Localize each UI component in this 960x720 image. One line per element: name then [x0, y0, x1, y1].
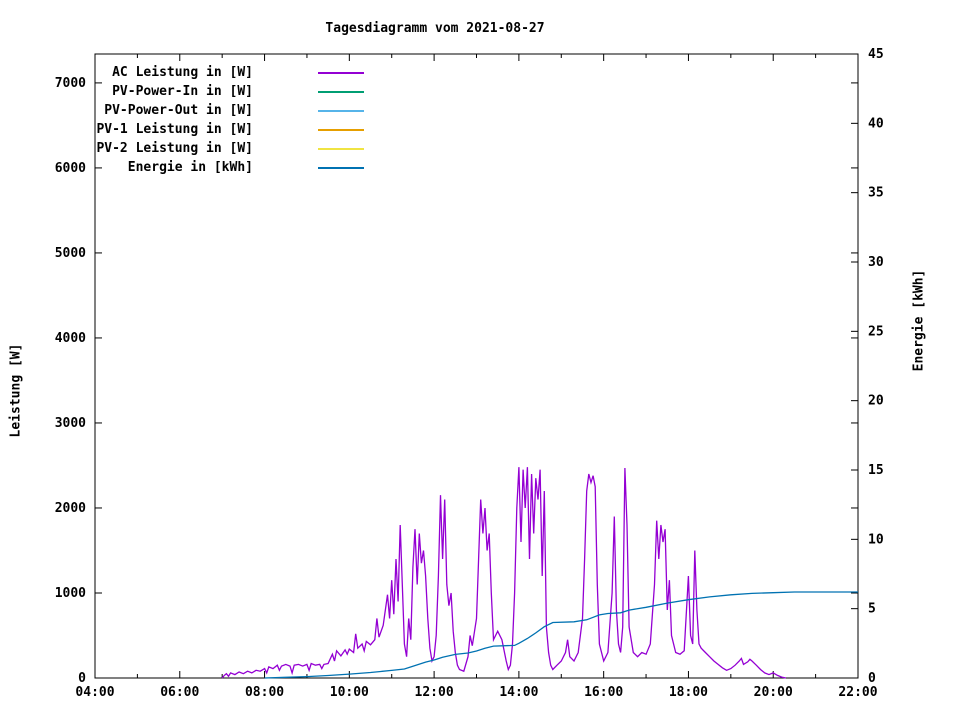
y-axis-label-left: Leistung [W]: [8, 343, 24, 438]
x-tick-label: 08:00: [245, 685, 284, 700]
x-tick-label: 20:00: [754, 685, 793, 700]
legend-item-pv-power-in: PV-Power-In in [W]: [95, 82, 364, 101]
x-tick-label: 14:00: [499, 685, 538, 700]
y-right-tick-label: 35: [868, 186, 884, 201]
y-right-tick-label: 30: [868, 255, 884, 270]
x-tick-label: 06:00: [160, 685, 199, 700]
x-tick-label: 10:00: [330, 685, 369, 700]
legend-label: PV-Power-Out in [W]: [104, 103, 253, 118]
legend-label: PV-2 Leistung in [W]: [96, 141, 253, 156]
x-tick-label: 12:00: [415, 685, 454, 700]
y-right-tick-label: 25: [868, 324, 884, 339]
y-left-tick-label: 5000: [55, 246, 86, 261]
y-right-tick-label: 5: [868, 602, 876, 617]
legend-label: PV-1 Leistung in [W]: [96, 122, 253, 137]
y-left-tick-label: 6000: [55, 161, 86, 176]
legend-line-sample: [318, 109, 364, 112]
series-line-energie-in-kwh-: [264, 591, 858, 679]
y-left-tick-label: 4000: [55, 331, 86, 346]
legend-item-pv2-leistung: PV-2 Leistung in [W]: [95, 139, 364, 158]
series-line-ac-leistung-in-w-: [221, 467, 787, 679]
y-right-tick-label: 15: [868, 463, 884, 478]
x-tick-label: 16:00: [584, 685, 623, 700]
legend-line-sample: [318, 166, 364, 169]
y-axis-label-right: Energie [kWh]: [911, 269, 927, 372]
legend-item-pv-power-out: PV-Power-Out in [W]: [95, 101, 364, 120]
legend-line-sample: [318, 147, 364, 150]
x-tick-label: 22:00: [838, 685, 877, 700]
chart-title: Tagesdiagramm vom 2021-08-27: [325, 21, 545, 36]
y-right-tick-label: 10: [868, 532, 884, 547]
y-left-tick-label: 2000: [55, 501, 86, 516]
y-right-tick-label: 20: [868, 394, 884, 409]
y-right-tick-label: 0: [868, 671, 876, 686]
legend-item-pv1-leistung: PV-1 Leistung in [W]: [95, 120, 364, 139]
legend-label: AC Leistung in [W]: [112, 65, 253, 80]
legend-line-sample: [318, 90, 364, 93]
legend: AC Leistung in [W] PV-Power-In in [W] PV…: [95, 63, 364, 177]
legend-item-ac-leistung: AC Leistung in [W]: [95, 63, 364, 82]
y-right-tick-label: 40: [868, 116, 884, 131]
y-left-tick-label: 3000: [55, 416, 86, 431]
legend-label: PV-Power-In in [W]: [112, 84, 253, 99]
x-tick-label: 18:00: [669, 685, 708, 700]
y-left-tick-label: 7000: [55, 76, 86, 91]
legend-line-sample: [318, 71, 364, 74]
legend-label: Energie in [kWh]: [127, 160, 253, 175]
y-right-tick-label: 45: [868, 47, 884, 62]
y-left-tick-label: 1000: [55, 586, 86, 601]
x-tick-label: 04:00: [75, 685, 114, 700]
legend-line-sample: [318, 128, 364, 131]
legend-item-energie: Energie in [kWh]: [95, 158, 364, 177]
y-left-tick-label: 0: [78, 671, 86, 686]
